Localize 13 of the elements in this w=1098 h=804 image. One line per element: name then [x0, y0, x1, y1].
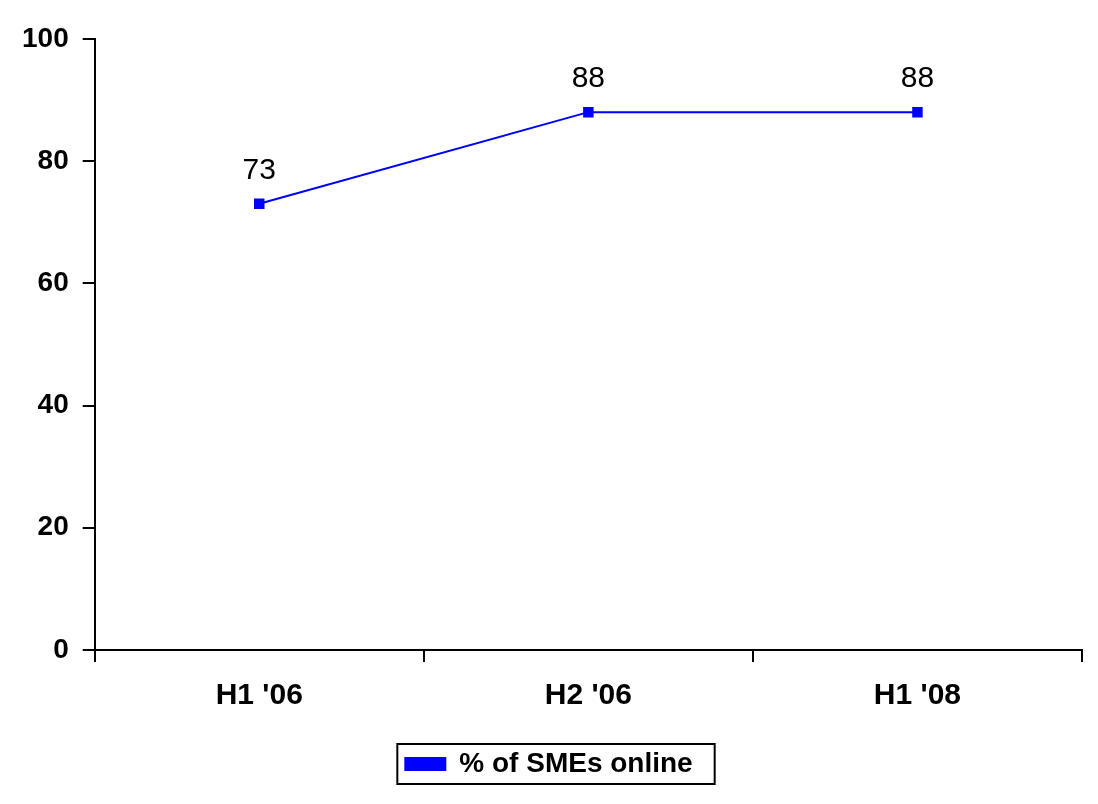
y-tick-label: 40 — [37, 388, 69, 420]
legend-label: % of SMEs online — [459, 746, 693, 778]
y-tick-label: 60 — [37, 266, 69, 297]
data-label: 88 — [900, 60, 935, 94]
data-label: 73 — [242, 152, 276, 186]
y-tick-label: 100 — [22, 21, 69, 53]
x-tick-label: H1 '06 — [215, 677, 303, 711]
data-label: 88 — [571, 60, 606, 94]
x-tick-label: H2 '06 — [544, 677, 632, 711]
y-tick-label: 0 — [53, 632, 69, 664]
y-tick-label: 20 — [37, 510, 69, 542]
y-tick-label: 80 — [37, 143, 69, 175]
x-tick-label: H1 '08 — [873, 677, 962, 711]
